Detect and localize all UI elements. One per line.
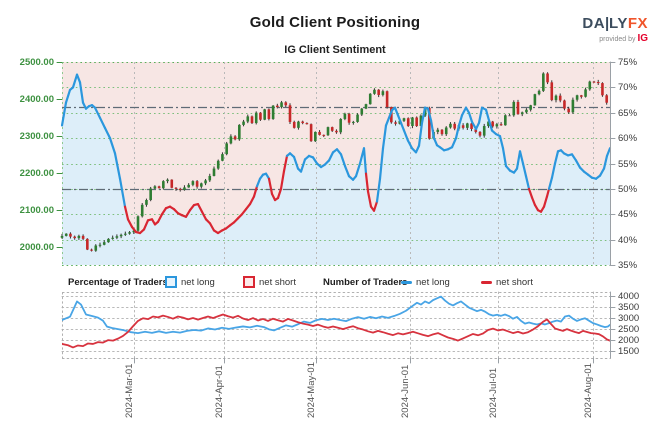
legend-count-net-long[interactable]: net long <box>401 276 450 288</box>
percent-axis-label: 60% <box>618 133 638 145</box>
legend-pct-net-short[interactable]: net short <box>243 276 296 288</box>
count-axis-label: 2500 <box>618 323 640 335</box>
percent-axis-label: 65% <box>618 107 638 119</box>
legend-percentage-of-traders-title: Percentage of Traders <box>68 276 168 288</box>
net-long-checkbox-icon <box>165 276 177 288</box>
date-axis-label: 2024-May-01 <box>306 362 317 418</box>
price-axis-label: 2000.00 <box>19 242 54 253</box>
count-axis-label: 3500 <box>618 301 640 313</box>
percent-axis-label: 70% <box>618 82 638 94</box>
percent-axis-label: 75% <box>618 57 638 68</box>
legend-number-of-traders-title: Number of Traders <box>323 276 408 288</box>
percent-axis-label: 35% <box>618 260 638 271</box>
legend-count-net-short[interactable]: net short <box>481 276 533 288</box>
percent-axis-label: 55% <box>618 158 638 170</box>
count-axis-label: 2000 <box>618 334 640 346</box>
chart-legend: Percentage of Traders net long net short… <box>0 276 670 290</box>
date-axis-label: 2024-Jul-01 <box>488 367 499 418</box>
date-axis-label: 2024-Apr-01 <box>214 365 225 418</box>
net-short-line-icon <box>481 280 492 284</box>
net-long-line-icon <box>401 280 412 284</box>
count-axis-label: 4000 <box>618 290 640 302</box>
percent-axis-label: 50% <box>618 183 638 195</box>
percent-axis-label: 40% <box>618 234 638 246</box>
legend-pct-net-long[interactable]: net long <box>165 276 215 288</box>
percent-axis-label: 45% <box>618 209 638 221</box>
count-axis-label: 3000 <box>618 312 640 324</box>
net-short-checkbox-icon <box>243 276 255 288</box>
date-axis-label: 2024-Aug-01 <box>583 363 594 418</box>
price-axis-label: 2100.00 <box>19 205 54 216</box>
price-axis-label: 2300.00 <box>19 131 54 142</box>
price-axis-label: 2400.00 <box>19 94 54 105</box>
count-axis-label: 1500 <box>618 346 640 357</box>
price-axis-label: 2500.00 <box>19 57 54 68</box>
date-axis-label: 2024-Jun-01 <box>400 364 411 418</box>
price-axis-label: 2200.00 <box>19 168 54 179</box>
date-axis-label: 2024-Mar-01 <box>124 363 135 418</box>
